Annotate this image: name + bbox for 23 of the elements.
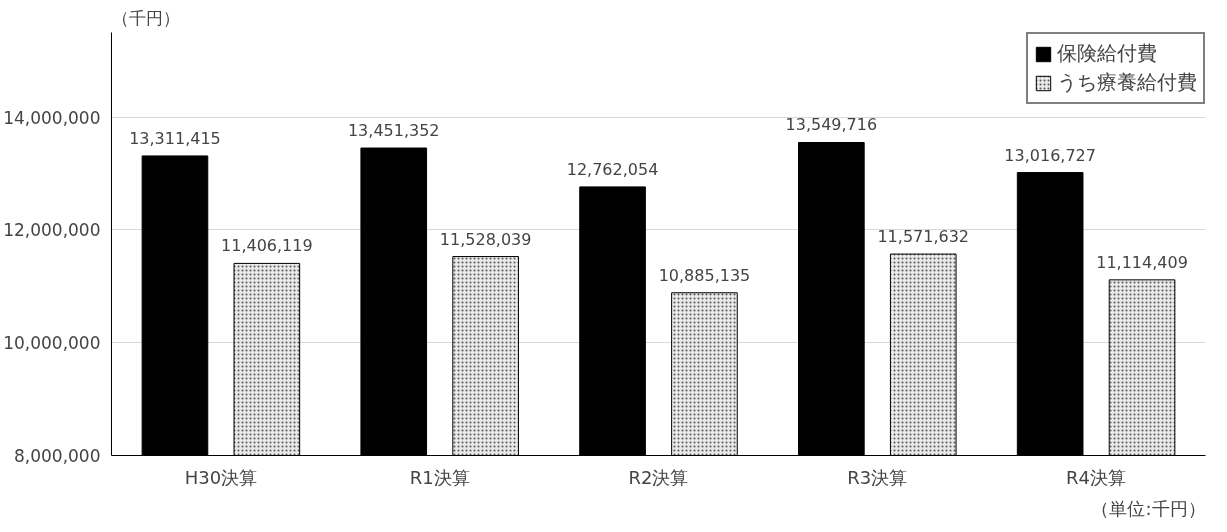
data-label: 13,311,415: [129, 128, 221, 148]
data-label: 12,762,054: [566, 159, 659, 179]
text: （単位:千円）: [1091, 497, 1206, 519]
y-tick-label: 14,000,000: [3, 107, 101, 128]
x-tick-label: R1決算: [409, 466, 470, 488]
y-axis-title: （千円）: [111, 7, 180, 28]
data-label: 11,114,409: [1096, 252, 1188, 272]
x-tick-label: R4決算: [1066, 466, 1127, 488]
x-tick-label: R2決算: [628, 466, 689, 488]
data-label: 13,451,352: [347, 121, 440, 141]
x-tick-label: H30決算: [184, 466, 258, 488]
data-label: 13,549,716: [785, 115, 878, 135]
data-label: 11,571,632: [877, 227, 970, 247]
y-tick-label: 10,000,000: [3, 333, 101, 354]
data-label: 11,528,039: [439, 229, 532, 249]
y-tick-label: 8,000,000: [13, 446, 101, 466]
x-tick-label: R3決算: [847, 466, 908, 488]
data-label: 11,406,119: [221, 236, 313, 256]
data-label: 13,016,727: [1004, 145, 1096, 165]
y-tick-label: 12,000,000: [3, 220, 101, 241]
legend-label: 保険給付費: [1057, 40, 1157, 67]
legend-label: うち療養給付費: [1057, 69, 1197, 96]
data-label: 10,885,135: [658, 265, 751, 285]
